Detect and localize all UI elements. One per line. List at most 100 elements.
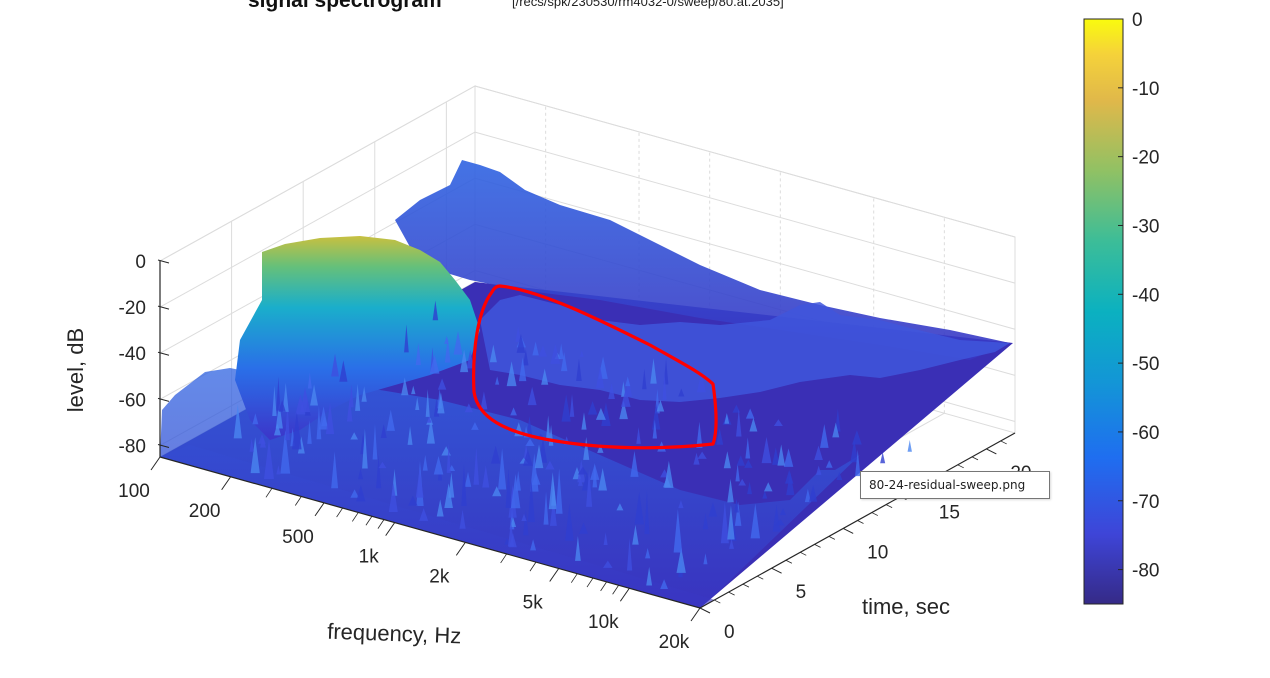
surface-spike <box>723 451 731 469</box>
x-tick-label: 5k <box>523 592 544 613</box>
surface-spike <box>727 505 735 540</box>
surface-spike <box>460 349 469 373</box>
surface-spike <box>318 406 329 430</box>
surface-spike <box>523 509 529 536</box>
x-tick-mark <box>690 607 701 622</box>
surface-spike <box>339 360 348 382</box>
surface-spike <box>603 532 608 546</box>
surface-spike <box>586 469 593 507</box>
surface-spike <box>597 444 604 453</box>
surface-spike <box>785 469 794 484</box>
axes: 0 -20 -40 -60 -80 100 200 500 1k 2k 5k 10k 20k 0 5 10 15… <box>118 252 1031 653</box>
surface-spike <box>619 400 628 420</box>
surface-spike <box>473 447 480 485</box>
surface-spike <box>852 430 862 445</box>
residual-ridge <box>480 295 1010 402</box>
surface-spike <box>233 404 242 439</box>
surface-spike <box>295 394 306 415</box>
surface-spike <box>282 382 289 412</box>
highlight-annotation <box>472 284 718 450</box>
surface-spike <box>734 501 742 526</box>
surface-spike <box>636 427 641 444</box>
surface-spike <box>429 354 440 374</box>
early-reflection-ridge <box>395 160 1010 360</box>
surface-spike <box>545 460 555 470</box>
surface-spike <box>702 513 709 530</box>
surface-spike <box>401 377 409 396</box>
surface-spike <box>276 465 281 475</box>
surface-spike <box>543 491 549 525</box>
surface-spike <box>736 455 745 466</box>
y-tick-label: 0 <box>724 622 735 643</box>
surface-spike <box>652 419 658 439</box>
surface-spike <box>775 518 785 526</box>
surface-spike <box>673 509 683 553</box>
x-minor-tick <box>351 512 359 522</box>
surface-spike <box>532 341 539 356</box>
y-minor-tick <box>714 599 721 604</box>
z-tick-label: -80 <box>119 436 146 457</box>
y-minor-tick <box>1000 440 1007 445</box>
surface-spike <box>425 389 430 417</box>
surface-spike <box>349 384 354 408</box>
surface-spike <box>275 402 283 429</box>
surface-spike <box>480 391 488 410</box>
surface-spike <box>518 357 527 382</box>
surface-spike <box>555 468 563 514</box>
surface-spike <box>601 402 611 426</box>
surface-spike <box>350 432 358 440</box>
colorbar-tick-label: -40 <box>1132 285 1159 306</box>
x-minor-tick <box>265 488 273 498</box>
surface-spike <box>696 421 703 448</box>
surface-spike <box>285 402 290 441</box>
surface-spike <box>464 403 473 413</box>
title-text: signal spectrogram <box>248 0 442 12</box>
y-tick-label: 5 <box>796 582 807 603</box>
y-minor-tick <box>814 544 821 548</box>
surface-spike <box>525 438 535 447</box>
surface-spike <box>708 502 718 517</box>
surface-spike <box>548 472 557 510</box>
surface-spike <box>724 412 730 424</box>
surface-spike <box>836 471 843 480</box>
surface-spike <box>378 461 387 469</box>
surface-spike <box>258 433 266 444</box>
x-minor-tick <box>612 585 619 595</box>
x-tick-label: 1k <box>359 547 380 568</box>
surface-spike <box>855 449 861 477</box>
surface-spike <box>521 513 527 521</box>
z-tick-label: -60 <box>119 390 146 411</box>
surface-spike <box>411 385 416 395</box>
surface-spike <box>432 300 439 321</box>
surface-spike <box>678 500 684 509</box>
surface-spike <box>504 537 510 545</box>
surface-spike <box>773 419 783 426</box>
surface-spike <box>779 508 787 516</box>
surface-spike <box>632 524 639 545</box>
surface-spike <box>660 579 669 590</box>
surface-spike <box>545 415 551 442</box>
surface-spike <box>541 368 549 385</box>
surface-spike <box>747 481 753 495</box>
x-tick-label: 10k <box>588 612 619 633</box>
surface-spike <box>459 509 466 529</box>
surface-spike <box>510 517 517 527</box>
x-minor-tick <box>570 573 578 583</box>
surface-spike <box>419 508 429 521</box>
surface-spike <box>497 448 507 490</box>
x-minor-tick <box>294 496 302 506</box>
y-minor-tick <box>957 464 964 469</box>
surface-spike <box>560 351 568 372</box>
y-minor-tick <box>742 583 750 588</box>
surface-spike <box>444 336 449 344</box>
y-tick-label: 15 <box>939 503 960 524</box>
x-minor-tick <box>600 581 607 592</box>
surface-spike <box>278 399 286 412</box>
y-minor-tick <box>885 504 893 508</box>
surface-spike <box>388 482 398 512</box>
surface-spike <box>734 498 739 513</box>
x-minor-tick <box>586 577 594 588</box>
surface-spike <box>625 377 632 397</box>
y-minor-tick <box>857 520 864 524</box>
surface-spike <box>408 495 418 506</box>
